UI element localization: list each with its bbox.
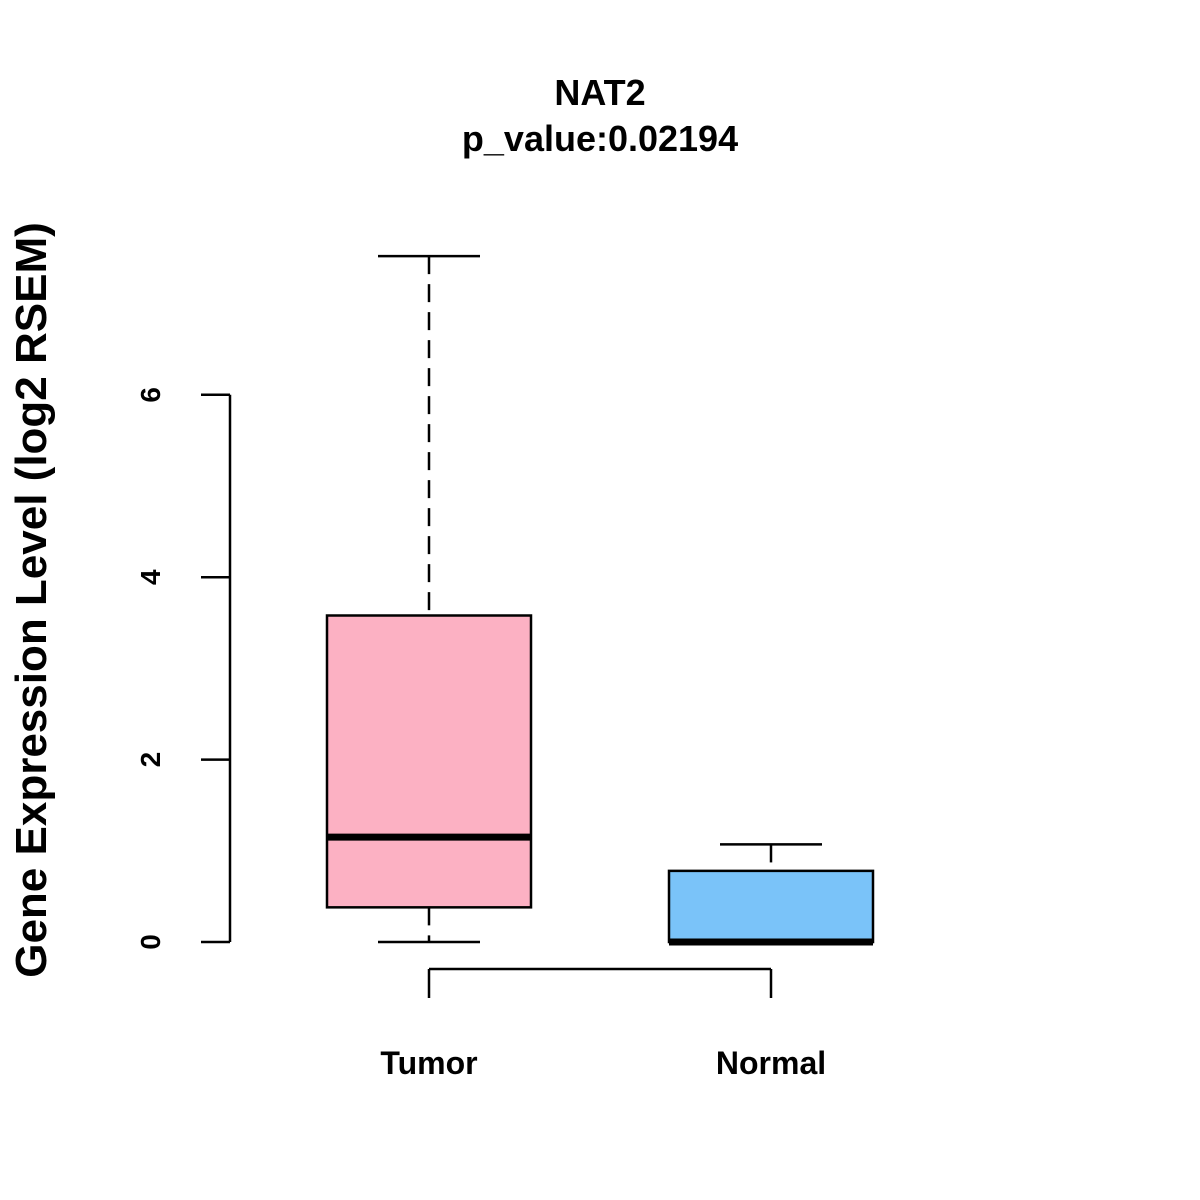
chart-subtitle: p_value:0.02194 — [462, 118, 738, 159]
y-tick-label: 6 — [135, 387, 166, 403]
y-tick-label: 2 — [135, 752, 166, 768]
chart-title: NAT2 — [554, 72, 645, 113]
box-tumor — [325, 254, 533, 944]
y-tick-label: 0 — [135, 934, 166, 950]
box-iqr — [667, 869, 875, 944]
x-tick-label-tumor: Tumor — [380, 1045, 477, 1081]
y-tick-label: 4 — [135, 569, 166, 585]
box-normal — [667, 843, 875, 946]
x-axis: Tumor Normal — [380, 967, 826, 1081]
y-axis-label: Gene Expression Level (log2 RSEM) — [7, 222, 56, 978]
x-tick-label-normal: Normal — [716, 1045, 826, 1081]
boxes — [325, 254, 875, 946]
box-iqr — [325, 614, 533, 909]
y-axis: 0 2 4 6 — [135, 387, 232, 950]
